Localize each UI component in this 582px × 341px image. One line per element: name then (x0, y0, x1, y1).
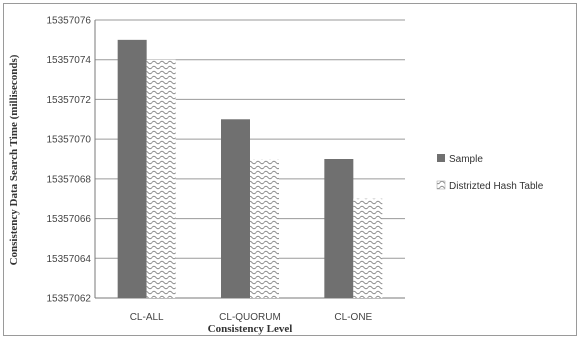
y-tick-label: 15357074 (47, 55, 92, 66)
bars (117, 39, 383, 299)
x-tick-label: CL-ALL (130, 312, 164, 323)
legend-label: Distrizted Hash Table (449, 181, 544, 192)
legend-swatch (436, 180, 446, 190)
bar-dht-cl-all (146, 59, 176, 298)
chart-frame (3, 3, 577, 336)
y-axis-label: Consistency Data Search Time (millisecon… (8, 54, 20, 265)
y-tick-label: 15357062 (47, 294, 92, 305)
y-tick-label: 15357064 (47, 254, 92, 265)
legend-swatch (437, 154, 445, 162)
y-tick-label: 15357076 (47, 16, 92, 27)
y-tick-label: 15357068 (47, 174, 92, 185)
bar-sample-cl-quorum (221, 119, 250, 299)
bar-dht-cl-quorum (250, 159, 279, 298)
bar-dht-cl-one (353, 198, 383, 298)
y-tick-label: 15357072 (47, 95, 92, 106)
y-tick-label: 15357070 (47, 135, 92, 146)
x-axis-label: Consistency Level (208, 323, 293, 335)
x-tick-label: CL-QUORUM (219, 312, 281, 323)
bar-sample-cl-one (324, 159, 354, 298)
y-tick-label: 15357066 (47, 214, 92, 225)
y-tick-labels: 15357062 15357064 15357066 15357068 15357070… (47, 16, 92, 305)
bar-sample-cl-all (117, 39, 147, 298)
legend: Sample Distrizted Hash Table (436, 154, 544, 192)
x-tick-labels: CL-ALL CL-QUORUM CL-ONE (130, 312, 373, 323)
legend-label: Sample (449, 154, 483, 165)
x-tick-label: CL-ONE (334, 312, 372, 323)
